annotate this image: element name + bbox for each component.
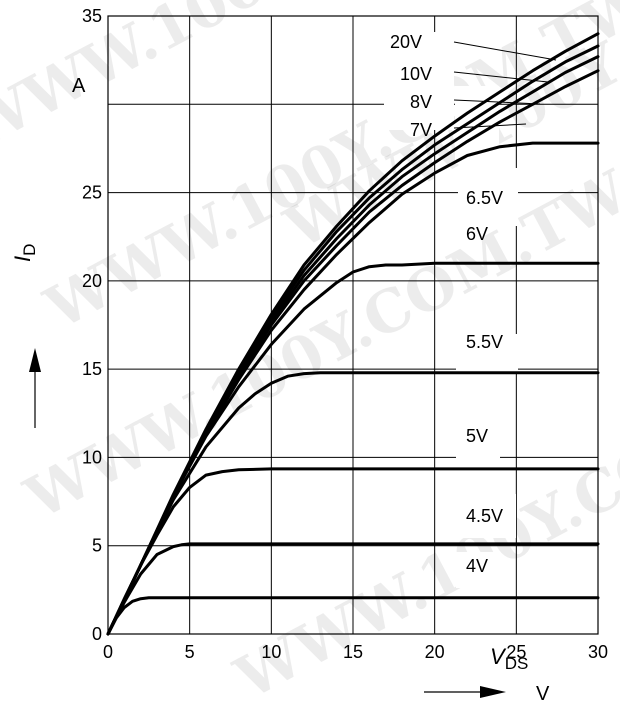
label-leaders <box>453 41 557 129</box>
tick-labels: 0 5 10 15 20 25 30 0 5 10 15 20 25 35 <box>82 6 608 662</box>
x-tick-label: 15 <box>343 642 363 662</box>
x-axis-arrow <box>424 686 506 698</box>
series-label: 8V <box>410 92 432 112</box>
x-tick-label: 25 <box>506 642 526 662</box>
x-axis-title-main: V <box>490 644 507 669</box>
leader-line <box>453 71 549 83</box>
series-label: 5.5V <box>466 332 503 352</box>
y-axis-title-main: I <box>10 256 35 262</box>
y-axis-title-sub: D <box>20 244 39 256</box>
series-line-20V <box>106 32 600 636</box>
label-background <box>456 494 516 538</box>
series-label: 4.5V <box>466 506 503 526</box>
y-tick-label: 5 <box>92 536 102 556</box>
y-tick-label: 35 <box>82 6 102 26</box>
y-axis-arrow <box>29 348 41 428</box>
series-label: 7V <box>410 120 432 140</box>
series-label: 6.5V <box>466 188 503 208</box>
y-tick-label: 0 <box>92 624 102 644</box>
y-unit-label: A <box>72 75 86 97</box>
series-label: 20V <box>390 32 422 52</box>
leader-line <box>453 123 527 129</box>
series-labels: 4V 4.5V 5V 5.5V 6V 6.5V 7V 8V 10V 20V <box>390 32 503 576</box>
leader-line <box>453 41 557 61</box>
label-background <box>456 424 500 460</box>
series-line-4V <box>106 596 600 636</box>
plot-frame <box>107 15 599 635</box>
grid <box>107 15 599 635</box>
x-axis-title: VDS <box>490 644 528 673</box>
series-label: 10V <box>400 64 432 84</box>
y-tick-label: 20 <box>82 271 102 291</box>
x-tick-label: 10 <box>261 642 281 662</box>
leader-line <box>453 99 541 105</box>
series-label: 6V <box>466 224 488 244</box>
series-label: 5V <box>466 426 488 446</box>
y-tick-label: 10 <box>82 447 102 467</box>
label-background <box>458 168 518 226</box>
label-background <box>456 552 500 588</box>
x-tick-label: 5 <box>185 642 195 662</box>
series-label: 4V <box>466 556 488 576</box>
y-tick-label: 15 <box>82 359 102 379</box>
y-tick-label: 25 <box>82 183 102 203</box>
x-axis-title-sub: DS <box>505 654 529 673</box>
curves <box>106 32 600 636</box>
y-axis-title: ID <box>10 244 39 262</box>
label-background <box>456 334 518 374</box>
label-background <box>384 32 454 130</box>
series-line-5_5V <box>106 371 600 636</box>
x-tick-label: 30 <box>588 642 608 662</box>
series-line-4_5V <box>106 542 600 636</box>
x-tick-label: 0 <box>103 642 113 662</box>
x-tick-label: 20 <box>425 642 445 662</box>
x-unit-label: V <box>536 683 550 702</box>
